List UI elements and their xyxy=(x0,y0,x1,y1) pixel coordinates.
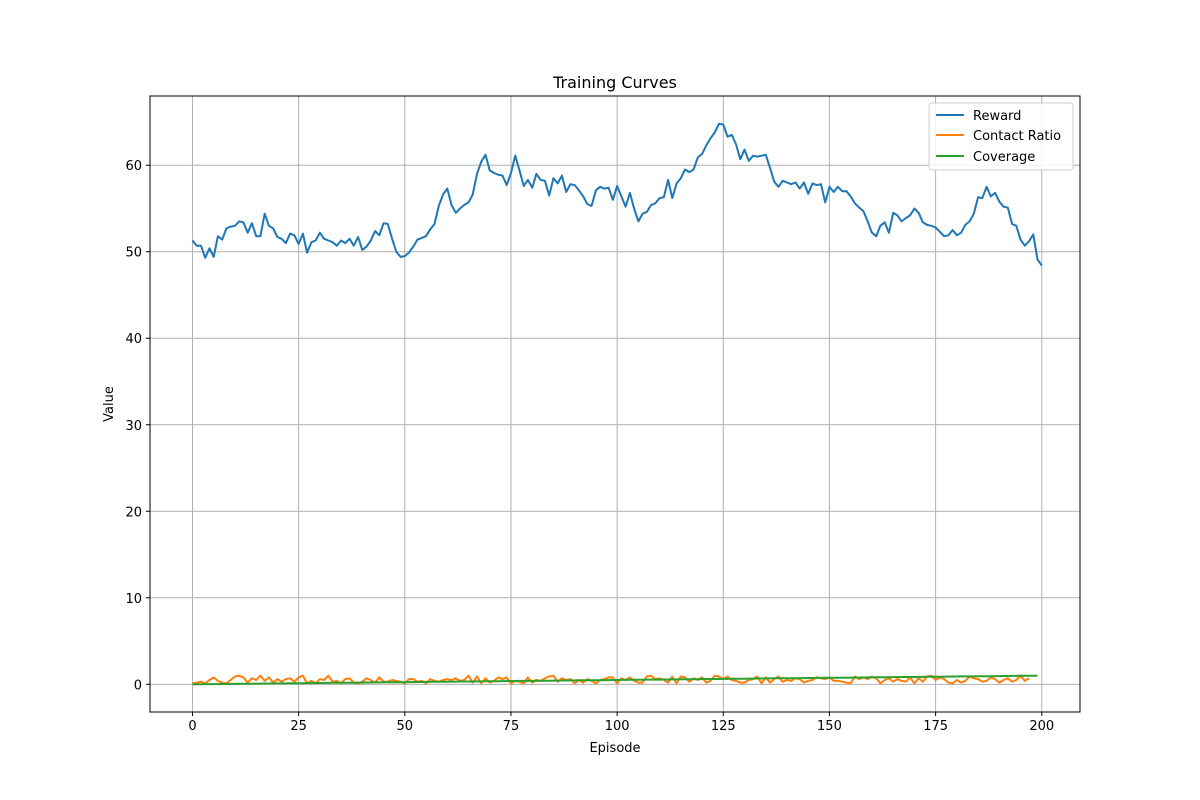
x-tick-label: 200 xyxy=(1029,719,1054,734)
y-tick-label: 60 xyxy=(125,159,142,174)
y-axis-label: Value xyxy=(102,386,117,422)
grid-lines xyxy=(150,96,1080,712)
series-line-reward xyxy=(191,122,1043,267)
x-tick-label: 50 xyxy=(397,719,414,734)
series-line-coverage xyxy=(192,674,1038,686)
legend-label-coverage: Coverage xyxy=(973,150,1035,165)
x-tick-label: 75 xyxy=(503,719,520,734)
x-axis-ticks: 0 25 50 75 100 125 150 175 200 xyxy=(188,712,1054,734)
plot-series xyxy=(191,122,1043,686)
y-tick-label: 50 xyxy=(125,246,142,261)
x-tick-label: 125 xyxy=(711,719,736,734)
chart-title: Training Curves xyxy=(552,73,677,92)
x-tick-label: 150 xyxy=(817,719,842,734)
axes-frame xyxy=(149,95,1081,713)
legend-label-contact-ratio: Contact Ratio xyxy=(973,129,1061,144)
x-tick-label: 25 xyxy=(290,719,307,734)
legend-box xyxy=(928,102,1074,171)
x-tick-label: 100 xyxy=(605,719,630,734)
y-axis-ticks: 0 10 20 30 40 50 60 xyxy=(125,159,150,693)
legend-label-reward: Reward xyxy=(973,109,1021,124)
y-tick-label: 20 xyxy=(125,505,142,520)
x-tick-label: 175 xyxy=(923,719,948,734)
y-tick-label: 30 xyxy=(125,419,142,434)
legend: Reward Contact Ratio Coverage xyxy=(928,102,1074,171)
x-axis-label: Episode xyxy=(589,741,640,756)
x-tick-label: 0 xyxy=(188,719,196,734)
y-tick-label: 10 xyxy=(125,592,142,607)
series-line-contact-ratio xyxy=(192,674,1030,685)
y-tick-label: 40 xyxy=(125,332,142,347)
y-tick-label: 0 xyxy=(134,678,142,693)
